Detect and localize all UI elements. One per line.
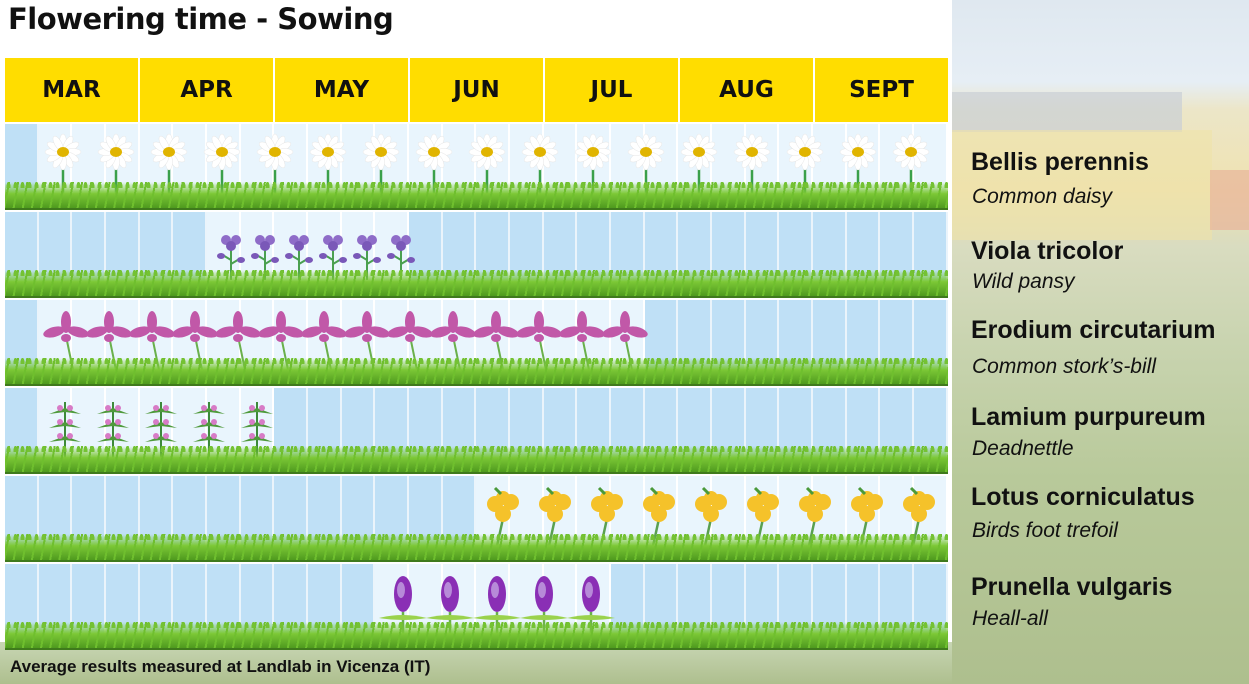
grass-strip	[5, 174, 948, 208]
storksbill-icon	[429, 308, 476, 377]
storksbill-icon	[472, 308, 519, 377]
species-name: Erodium circutarium	[971, 316, 1216, 344]
deadnettle-icon	[235, 396, 279, 465]
trefoil-icon	[689, 484, 735, 553]
daisy-icon	[785, 132, 825, 201]
pansy-icon	[313, 220, 353, 289]
selfheal-icon	[567, 572, 616, 641]
background-photo	[952, 0, 1249, 684]
trefoil-icon	[897, 484, 943, 553]
daisy-icon	[149, 132, 189, 201]
storksbill-icon	[386, 308, 433, 377]
storksbill-icon	[558, 308, 605, 377]
common-name: Birds foot trefoil	[972, 519, 1118, 542]
daisy-icon	[520, 132, 560, 201]
trefoil-icon	[741, 484, 787, 553]
species-row	[5, 124, 948, 210]
trefoil-icon	[637, 484, 683, 553]
grass-strip	[5, 350, 948, 384]
species-row	[5, 564, 948, 650]
deadnettle-icon	[91, 396, 135, 465]
trefoil-icon	[585, 484, 631, 553]
daisy-icon	[467, 132, 507, 201]
trefoil-icon	[533, 484, 579, 553]
common-name: Heall-all	[972, 607, 1048, 630]
storksbill-icon	[85, 308, 132, 377]
daisy-icon	[732, 132, 772, 201]
species-name: Lamium purpureum	[971, 403, 1206, 431]
chart-title: Flowering time - Sowing	[8, 2, 394, 36]
footer-note: Average results measured at Landlab in V…	[10, 657, 431, 676]
storksbill-icon	[601, 308, 648, 377]
month-label: APR	[140, 58, 275, 122]
common-name: Wild pansy	[972, 270, 1075, 293]
storksbill-icon	[257, 308, 304, 377]
month-label: JUN	[410, 58, 545, 122]
month-label: MAR	[5, 58, 140, 122]
flowering-chart: MAR APR MAY JUN JUL AUG SEPT	[5, 58, 948, 650]
daisy-icon	[626, 132, 666, 201]
grass-strip	[5, 438, 948, 472]
month-label: SEPT	[815, 58, 948, 122]
daisy-icon	[838, 132, 878, 201]
pansy-icon	[211, 220, 251, 289]
daisy-icon	[255, 132, 295, 201]
species-name: Viola tricolor	[971, 237, 1124, 265]
common-name: Deadnettle	[972, 437, 1074, 460]
daisy-icon	[308, 132, 348, 201]
storksbill-icon	[515, 308, 562, 377]
storksbill-icon	[343, 308, 390, 377]
pansy-icon	[381, 220, 421, 289]
month-label: MAY	[275, 58, 410, 122]
species-name: Bellis perennis	[971, 148, 1149, 176]
deadnettle-icon	[187, 396, 231, 465]
pansy-icon	[245, 220, 285, 289]
month-label: JUL	[545, 58, 680, 122]
daisy-icon	[43, 132, 83, 201]
daisy-icon	[414, 132, 454, 201]
month-header: MAR APR MAY JUN JUL AUG SEPT	[5, 58, 948, 122]
species-row	[5, 300, 948, 386]
daisy-icon	[573, 132, 613, 201]
month-label: AUG	[680, 58, 815, 122]
species-name: Prunella vulgaris	[971, 573, 1173, 601]
daisy-icon	[891, 132, 931, 201]
daisy-icon	[202, 132, 242, 201]
grass-strip	[5, 614, 948, 648]
pansy-icon	[279, 220, 319, 289]
daisy-icon	[361, 132, 401, 201]
storksbill-icon	[128, 308, 175, 377]
species-row	[5, 388, 948, 474]
common-name: Common stork’s-bill	[972, 355, 1156, 378]
grass-strip	[5, 526, 948, 560]
species-row	[5, 476, 948, 562]
pansy-icon	[347, 220, 387, 289]
common-name: Common daisy	[972, 185, 1113, 208]
selfheal-icon	[426, 572, 475, 641]
storksbill-icon	[171, 308, 218, 377]
species-row	[5, 212, 948, 298]
trefoil-icon	[481, 484, 527, 553]
grass-strip	[5, 262, 948, 296]
species-name: Lotus corniculatus	[971, 483, 1195, 511]
